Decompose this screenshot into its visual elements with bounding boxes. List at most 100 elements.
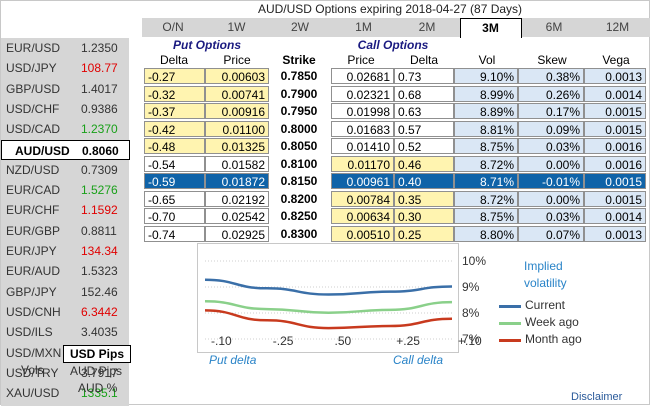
call-delta-cell[interactable]: 0.35 <box>394 190 454 207</box>
put-delta-cell[interactable]: -0.37 <box>144 103 205 119</box>
call-price-cell[interactable]: 0.02321 <box>331 85 394 102</box>
vol-cell[interactable]: 8.72% <box>454 155 518 172</box>
tab-2m[interactable]: 2M <box>418 20 436 34</box>
units-aud-pips[interactable]: AUD Pips <box>70 364 123 378</box>
pair-nzd-usd[interactable]: NZD/USD 0.7309 <box>1 160 129 180</box>
put-delta-cell[interactable]: -0.27 <box>144 68 205 84</box>
pair-xau-usd[interactable]: XAU/USD 1335.1 <box>1 383 129 403</box>
call-delta-cell[interactable]: 0.40 <box>394 173 454 189</box>
put-price-cell[interactable]: 0.02542 <box>205 208 269 224</box>
put-delta-cell[interactable]: -0.54 <box>144 155 205 172</box>
pair-gbp-jpy[interactable]: GBP/JPY 152.46 <box>1 282 129 302</box>
vol-cell[interactable]: 8.99% <box>454 85 518 102</box>
tab-6m[interactable]: 6M <box>545 20 563 34</box>
pair-aud-usd[interactable]: AUD/USD 0.8060 <box>1 139 130 160</box>
pair-usd-chf[interactable]: USD/CHF 0.9386 <box>1 99 129 119</box>
put-price-cell[interactable]: 0.02925 <box>205 225 269 242</box>
put-price-cell[interactable]: 0.00603 <box>205 68 269 84</box>
vol-cell[interactable]: 8.72% <box>454 190 518 207</box>
put-price-cell[interactable]: 0.02192 <box>205 190 269 207</box>
vol-cell[interactable]: 8.71% <box>454 173 518 189</box>
call-price-cell[interactable]: 0.00510 <box>331 225 394 242</box>
vol-cell[interactable]: 8.75% <box>454 208 518 224</box>
pair-usd-try[interactable]: USD/TRY 3.7917 <box>1 363 129 383</box>
call-price-cell[interactable]: 0.01683 <box>331 120 394 137</box>
skew-cell[interactable]: 0.07% <box>518 225 584 242</box>
vega-cell[interactable]: 0.0016 <box>584 138 646 154</box>
skew-cell[interactable]: 0.03% <box>518 138 584 154</box>
put-delta-cell[interactable]: -0.59 <box>144 173 205 189</box>
vega-cell[interactable]: 0.0016 <box>584 155 646 172</box>
put-price-cell[interactable]: 0.00741 <box>205 85 269 102</box>
tab-2w[interactable]: 2W <box>291 20 309 34</box>
vol-cell[interactable]: 8.75% <box>454 138 518 154</box>
skew-cell[interactable]: 0.00% <box>518 190 584 207</box>
put-price-cell[interactable]: 0.01100 <box>205 120 269 137</box>
call-price-cell[interactable]: 0.01410 <box>331 138 394 154</box>
tab-12m[interactable]: 12M <box>605 20 630 34</box>
pair-eur-jpy[interactable]: EUR/JPY 134.34 <box>1 241 129 261</box>
pair-usd-cnh[interactable]: USD/CNH 6.3442 <box>1 302 129 322</box>
call-price-cell[interactable]: 0.02681 <box>331 68 394 84</box>
tab-1m[interactable]: 1M <box>355 20 372 34</box>
pair-eur-gbp[interactable]: EUR/GBP 0.8811 <box>1 221 129 241</box>
call-delta-cell[interactable]: 0.52 <box>394 138 454 154</box>
put-delta-cell[interactable]: -0.42 <box>144 120 205 137</box>
vega-cell[interactable]: 0.0014 <box>584 208 646 224</box>
skew-cell[interactable]: 0.03% <box>518 208 584 224</box>
put-delta-cell[interactable]: -0.48 <box>144 138 205 154</box>
vol-cell[interactable]: 9.10% <box>454 68 518 84</box>
skew-cell[interactable]: -0.01% <box>518 173 584 189</box>
disclaimer-link[interactable]: Disclaimer <box>571 391 623 403</box>
pair-usd-cad[interactable]: USD/CAD 1.2370 <box>1 119 129 139</box>
vega-cell[interactable]: 0.0015 <box>584 173 646 189</box>
call-delta-cell[interactable]: 0.68 <box>394 85 454 102</box>
put-delta-cell[interactable]: -0.65 <box>144 190 205 207</box>
call-delta-cell[interactable]: 0.57 <box>394 120 454 137</box>
call-delta-cell[interactable]: 0.63 <box>394 103 454 119</box>
tab-1w[interactable]: 1W <box>227 20 246 34</box>
put-price-cell[interactable]: 0.00916 <box>205 103 269 119</box>
put-delta-cell[interactable]: -0.32 <box>144 85 205 102</box>
vega-cell[interactable]: 0.0015 <box>584 190 646 207</box>
call-delta-cell[interactable]: 0.25 <box>394 225 454 242</box>
call-price-cell[interactable]: 0.01998 <box>331 103 394 119</box>
skew-cell[interactable]: 0.09% <box>518 120 584 137</box>
tab-on[interactable]: O/N <box>162 20 184 34</box>
pair-eur-aud[interactable]: EUR/AUD 1.5323 <box>1 261 129 281</box>
call-price-cell[interactable]: 0.00961 <box>331 173 394 189</box>
units-vols-label[interactable]: Vols <box>21 363 44 377</box>
put-price-cell[interactable]: 0.01325 <box>205 138 269 154</box>
put-price-cell[interactable]: 0.01582 <box>205 155 269 172</box>
vol-cell[interactable]: 8.81% <box>454 120 518 137</box>
units-aud-pct[interactable]: AUD % <box>78 381 118 395</box>
call-delta-cell[interactable]: 0.46 <box>394 155 454 172</box>
vega-cell[interactable]: 0.0015 <box>584 120 646 137</box>
call-price-cell[interactable]: 0.00634 <box>331 208 394 224</box>
skew-cell[interactable]: 0.26% <box>518 85 584 102</box>
call-price-cell[interactable]: 0.01170 <box>331 155 394 172</box>
pair-usd-ils[interactable]: USD/ILS 3.4035 <box>1 322 129 342</box>
pair-usd-jpy[interactable]: USD/JPY 108.77 <box>1 58 129 78</box>
pair-eur-usd[interactable]: EUR/USD 1.2350 <box>1 38 129 58</box>
vol-cell[interactable]: 8.89% <box>454 103 518 119</box>
skew-cell[interactable]: 0.17% <box>518 103 584 119</box>
tab-3m[interactable]: 3M <box>459 18 522 38</box>
pair-eur-chf[interactable]: EUR/CHF 1.1592 <box>1 200 129 220</box>
units-usd-pips[interactable]: USD Pips <box>63 345 131 363</box>
skew-cell[interactable]: 0.38% <box>518 68 584 84</box>
skew-cell[interactable]: 0.00% <box>518 155 584 172</box>
vega-cell[interactable]: 0.0013 <box>584 68 646 84</box>
vol-cell[interactable]: 8.80% <box>454 225 518 242</box>
pair-gbp-usd[interactable]: GBP/USD 1.4017 <box>1 79 129 99</box>
put-delta-cell[interactable]: -0.74 <box>144 225 205 242</box>
call-price-cell[interactable]: 0.00784 <box>331 190 394 207</box>
put-delta-cell[interactable]: -0.70 <box>144 208 205 224</box>
call-delta-cell[interactable]: 0.73 <box>394 68 454 84</box>
vega-cell[interactable]: 0.0015 <box>584 103 646 119</box>
vega-cell[interactable]: 0.0013 <box>584 225 646 242</box>
call-delta-cell[interactable]: 0.30 <box>394 208 454 224</box>
pair-eur-cad[interactable]: EUR/CAD 1.5276 <box>1 180 129 200</box>
put-price-cell[interactable]: 0.01872 <box>205 173 269 189</box>
vega-cell[interactable]: 0.0014 <box>584 85 646 102</box>
